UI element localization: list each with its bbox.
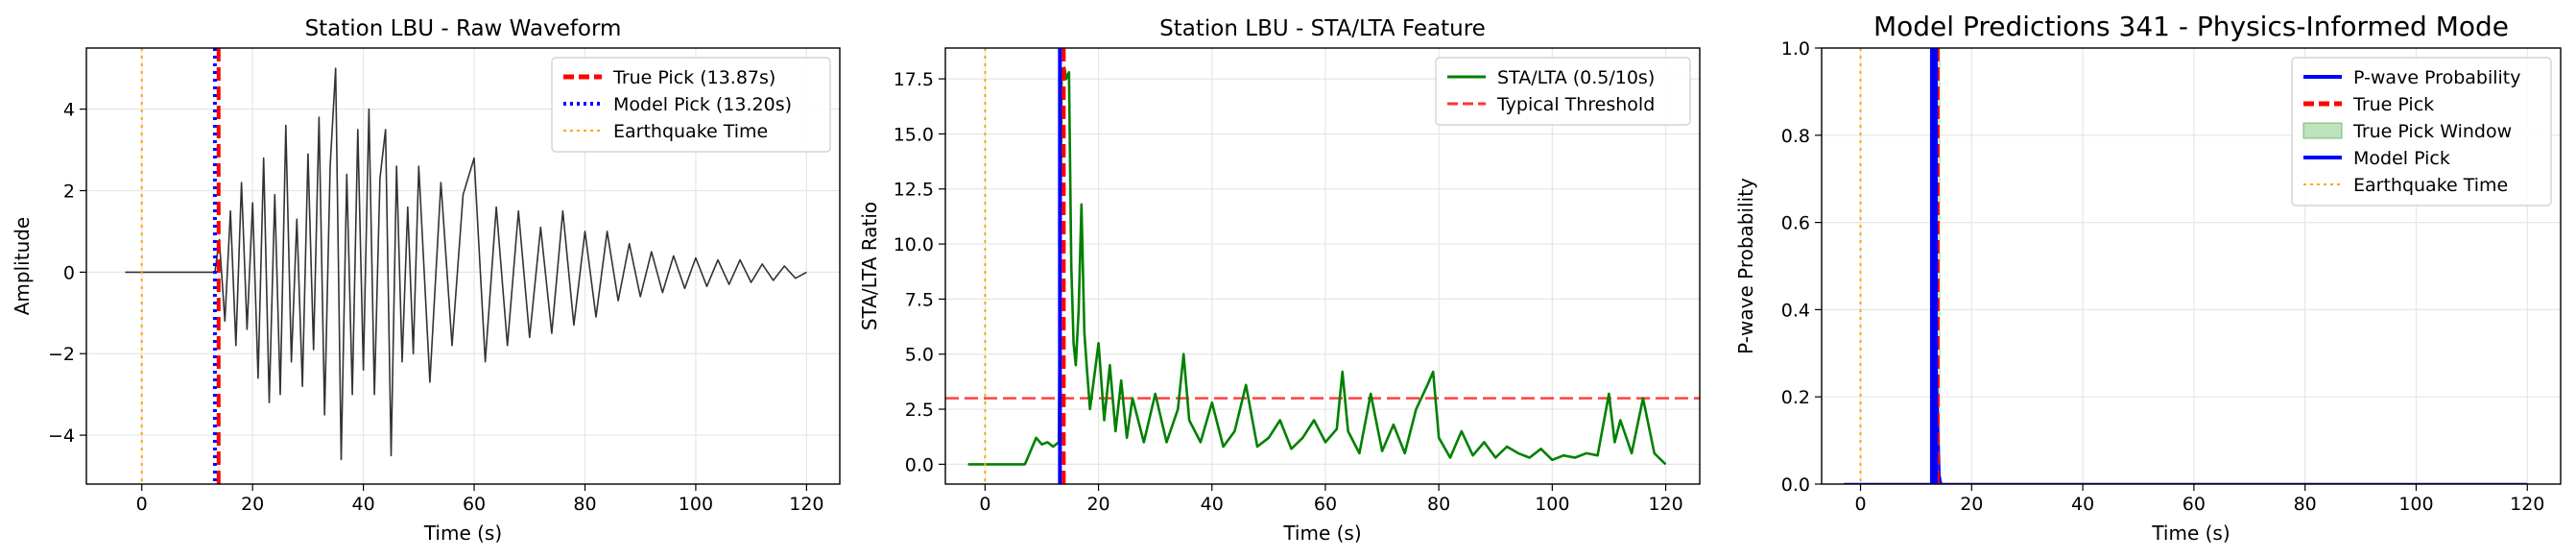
y-tick-label: −2 bbox=[48, 344, 75, 365]
x-tick-label: 40 bbox=[352, 494, 375, 515]
legend-label: Earthquake Time bbox=[613, 121, 768, 142]
y-tick-label: 2 bbox=[63, 182, 75, 203]
legend-label: True Pick Window bbox=[2352, 121, 2512, 142]
chart-2: 0 20 40 60 80 100 120 0.0 2.5 5.0 7.5 10.0 12.5 15.0 1… bbox=[858, 16, 1701, 545]
chart-title: Station LBU - Raw Waveform bbox=[305, 16, 622, 41]
y-axis-label: STA/LTA Ratio bbox=[858, 202, 881, 330]
y-axis-label: P-wave Probability bbox=[1734, 178, 1757, 354]
chart-title: Station LBU - STA/LTA Feature bbox=[1159, 16, 1486, 41]
y-tick-label: 0.4 bbox=[1781, 300, 1810, 321]
x-tick-label: 60 bbox=[2182, 494, 2206, 515]
y-tick-label: 0.6 bbox=[1781, 213, 1810, 234]
y-tick-label: 1.0 bbox=[1781, 38, 1810, 60]
plot-area bbox=[945, 48, 1700, 484]
y-tick-label: 2.5 bbox=[905, 400, 934, 421]
y-tick-label: 5.0 bbox=[905, 345, 934, 366]
x-tick-label: 20 bbox=[1086, 494, 1109, 515]
y-tick-label: 12.5 bbox=[894, 180, 934, 201]
y-tick-label: 0 bbox=[63, 262, 75, 283]
x-axis-label: Time (s) bbox=[2151, 522, 2230, 545]
legend: P-wave Probability True Pick True Pick Win… bbox=[2291, 57, 2552, 207]
legend: True Pick (13.87s) Model Pick (13.20s) Ear… bbox=[551, 57, 831, 153]
x-axis-label: Time (s) bbox=[1282, 522, 1361, 545]
x-tick-label: 0 bbox=[1854, 494, 1866, 515]
x-tick-label: 60 bbox=[1314, 494, 1337, 515]
chart-3: 0 20 40 60 80 100 120 0.0 0.2 0.4 0.6 0.8 1.0 Model P… bbox=[1734, 11, 2562, 545]
y-tick-label: 17.5 bbox=[894, 69, 934, 90]
x-tick-label: 80 bbox=[573, 494, 596, 515]
y-axis-label: Amplitude bbox=[11, 217, 34, 316]
series-line-1 bbox=[1844, 243, 2528, 484]
y-tick-label: 0.8 bbox=[1781, 126, 1810, 147]
series-line-1 bbox=[967, 66, 1667, 466]
x-tick-label: 120 bbox=[2510, 494, 2544, 515]
x-tick-label: 100 bbox=[679, 494, 713, 515]
x-tick-label: 120 bbox=[1648, 494, 1682, 515]
y-tick-label: 0.2 bbox=[1781, 387, 1810, 408]
plot-area bbox=[1844, 48, 2528, 484]
legend-label: Model Pick bbox=[2353, 148, 2450, 169]
axes-frame bbox=[944, 47, 1701, 485]
x-tick-label: 40 bbox=[2071, 494, 2094, 515]
x-tick-label: 100 bbox=[2398, 494, 2433, 515]
x-tick-label: 40 bbox=[1201, 494, 1224, 515]
legend-swatch bbox=[2302, 122, 2343, 139]
legend-label: True Pick (13.87s) bbox=[612, 67, 775, 88]
x-tick-label: 60 bbox=[463, 494, 486, 515]
x-tick-label: 80 bbox=[2294, 494, 2317, 515]
y-tick-label: 7.5 bbox=[905, 289, 934, 310]
y-tick-label: 0.0 bbox=[1781, 474, 1810, 496]
legend-label: P-wave Probability bbox=[2353, 67, 2521, 88]
axes-frame bbox=[85, 47, 841, 485]
x-tick-label: 20 bbox=[1960, 494, 1983, 515]
x-axis-label: Time (s) bbox=[423, 522, 502, 545]
legend-label: Typical Threshold bbox=[1496, 94, 1655, 115]
plot-area bbox=[125, 48, 807, 484]
y-tick-label: 10.0 bbox=[894, 234, 934, 255]
y-tick-label: 0.0 bbox=[905, 454, 934, 475]
legend-label: Model Pick (13.20s) bbox=[613, 94, 792, 115]
x-tick-label: 20 bbox=[241, 494, 264, 515]
y-tick-label: 15.0 bbox=[894, 124, 934, 145]
x-tick-label: 100 bbox=[1535, 494, 1569, 515]
legend-label: True Pick bbox=[2352, 94, 2434, 115]
y-tick-label: −4 bbox=[48, 425, 75, 447]
legend: STA/LTA (0.5/10s) Typical Threshold bbox=[1435, 57, 1691, 126]
x-tick-label: 0 bbox=[979, 494, 990, 515]
legend-label: Earthquake Time bbox=[2353, 175, 2508, 196]
legend-box bbox=[1435, 57, 1691, 126]
x-tick-label: 80 bbox=[1427, 494, 1450, 515]
y-tick-label: 4 bbox=[63, 100, 75, 121]
series-line-1 bbox=[125, 67, 807, 461]
legend-label: STA/LTA (0.5/10s) bbox=[1497, 67, 1655, 88]
chart-title: Model Predictions 341 - Physics-Informed… bbox=[1873, 11, 2509, 42]
x-tick-label: 120 bbox=[789, 494, 823, 515]
x-tick-label: 0 bbox=[136, 494, 148, 515]
legend-box bbox=[551, 57, 831, 153]
chart-1: 0 20 40 60 80 100 120 −4 −2 0 2 4 Station LBU - Raw … bbox=[11, 16, 841, 545]
legend-box bbox=[2291, 57, 2552, 207]
axes-frame bbox=[1821, 47, 2562, 485]
